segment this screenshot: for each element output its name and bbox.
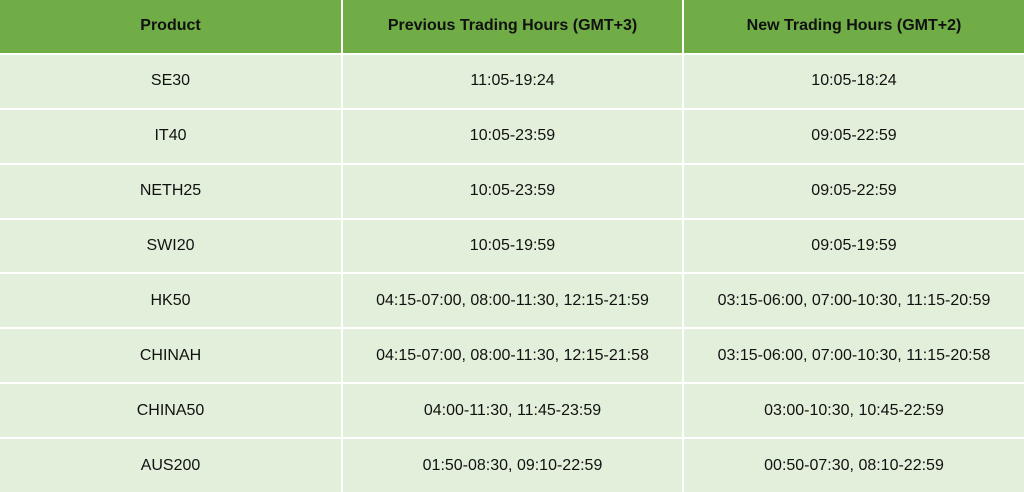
table-cell: 09:05-22:59 — [684, 164, 1024, 218]
table-cell: CHINA50 — [0, 384, 341, 438]
header-cell: New Trading Hours (GMT+2) — [684, 0, 1024, 53]
table-cell: 03:15-06:00, 07:00-10:30, 11:15-20:58 — [684, 329, 1024, 383]
table-cell: 10:05-23:59 — [343, 164, 682, 218]
table-cell: 04:15-07:00, 08:00-11:30, 12:15-21:58 — [343, 329, 682, 383]
table-cell: SWI20 — [0, 219, 341, 273]
header-cell: Product — [0, 0, 341, 53]
table-cell: 03:15-06:00, 07:00-10:30, 11:15-20:59 — [684, 274, 1024, 328]
table-cell: AUS200 — [0, 439, 341, 492]
table-cell: 10:05-18:24 — [684, 54, 1024, 108]
table-cell: HK50 — [0, 274, 341, 328]
table-cell: IT40 — [0, 109, 341, 163]
table-cell: SE30 — [0, 54, 341, 108]
table-cell: CHINAH — [0, 329, 341, 383]
table-cell: NETH25 — [0, 164, 341, 218]
table-cell: 10:05-19:59 — [343, 219, 682, 273]
table-cell: 09:05-22:59 — [684, 109, 1024, 163]
table-cell: 04:15-07:00, 08:00-11:30, 12:15-21:59 — [343, 274, 682, 328]
header-cell: Previous Trading Hours (GMT+3) — [343, 0, 682, 53]
table-cell: 04:00-11:30, 11:45-23:59 — [343, 384, 682, 438]
table-cell: 00:50-07:30, 08:10-22:59 — [684, 439, 1024, 492]
table-cell: 01:50-08:30, 09:10-22:59 — [343, 439, 682, 492]
table-cell: 03:00-10:30, 10:45-22:59 — [684, 384, 1024, 438]
table-cell: 11:05-19:24 — [343, 54, 682, 108]
table-cell: 10:05-23:59 — [343, 109, 682, 163]
table-cell: 09:05-19:59 — [684, 219, 1024, 273]
